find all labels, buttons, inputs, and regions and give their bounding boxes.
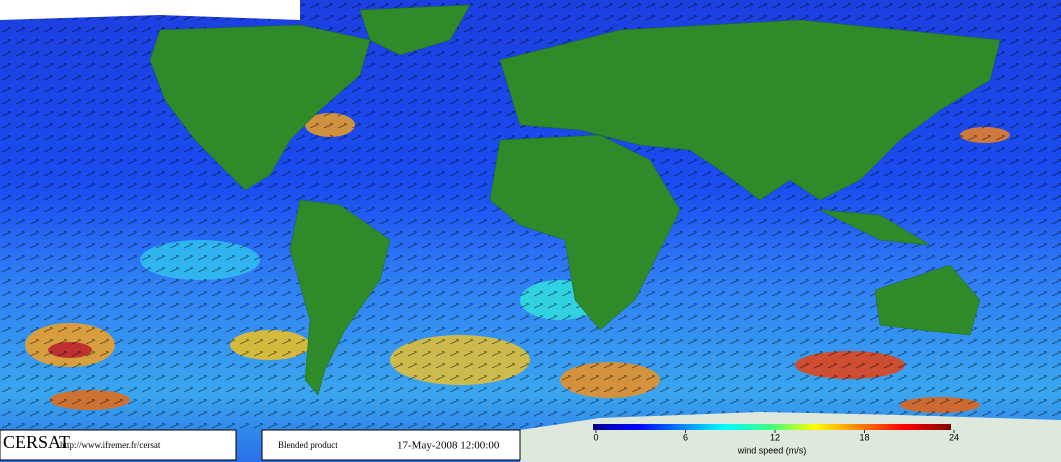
colorbar-tick-label: 12 — [770, 432, 780, 442]
landmasses — [149, 4, 1001, 396]
colorbar-label: wind speed (m/s) — [737, 445, 807, 455]
colorbar-tick-label: 24 — [949, 432, 959, 442]
colorbar-tick-label: 6 — [683, 432, 688, 442]
arctic-ice — [0, 0, 300, 20]
product-box — [261, 429, 521, 461]
logo: CERSAT — [3, 432, 70, 452]
url: http://www.ifremer.fr/cersat — [60, 440, 161, 450]
logo-box — [0, 429, 237, 461]
product: Blended product — [278, 440, 338, 450]
colorbar — [593, 424, 951, 430]
colorbar-tick-label: 18 — [859, 432, 869, 442]
colorbar-tick-label: 0 — [593, 432, 598, 442]
date: 17-May-2008 12:00:00 — [397, 440, 500, 452]
